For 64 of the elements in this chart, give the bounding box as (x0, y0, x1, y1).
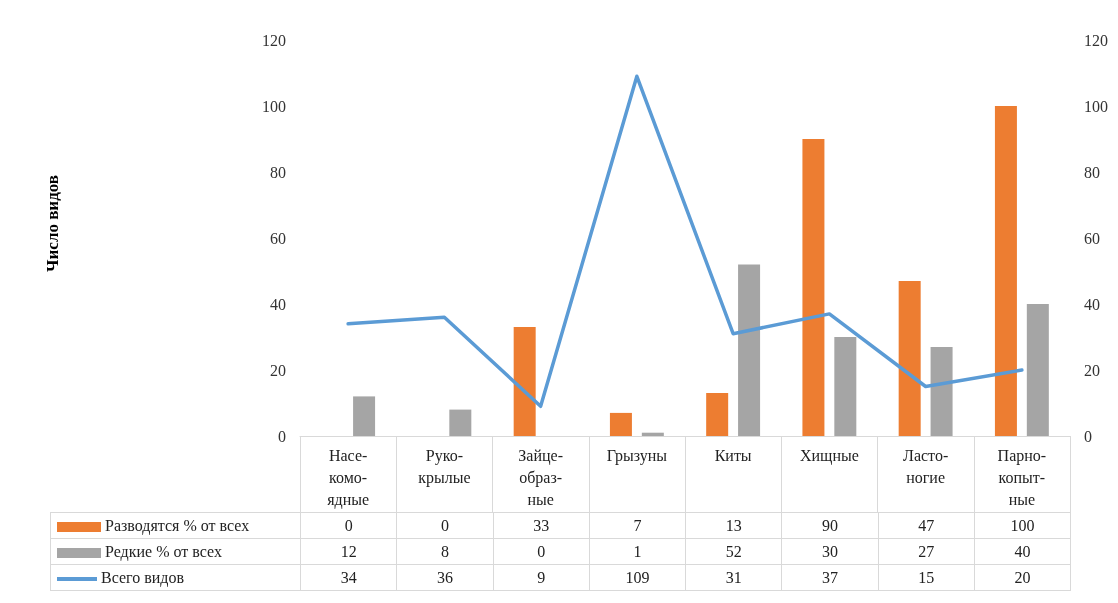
data-label: 27 (878, 538, 975, 565)
x-tick-label: Насе- комо- ядные (327, 446, 370, 509)
data-label: 33 (493, 512, 590, 539)
data-label: 100 (974, 512, 1071, 539)
bar (738, 264, 761, 436)
y-tick-label: 20 (270, 361, 286, 379)
data-label: 34 (300, 564, 397, 591)
x-tick-label: Парно- копыт- ные (997, 446, 1047, 508)
bar (1026, 304, 1049, 436)
data-label: 0 (300, 512, 397, 539)
y-tick-label: 40 (270, 295, 286, 313)
data-label: 47 (878, 512, 975, 539)
bar (641, 432, 664, 436)
data-label: 109 (589, 564, 686, 591)
bar (834, 337, 857, 436)
x-tick-label: Хищные (799, 446, 859, 465)
data-label: 52 (685, 538, 782, 565)
y-tick-label: 100 (262, 97, 286, 115)
y2-tick-label: 120 (1084, 31, 1108, 49)
data-label: 20 (974, 564, 1071, 591)
x-tick-label: Грызуны (606, 446, 668, 465)
data-label: 8 (396, 538, 493, 565)
y-tick-label: 120 (262, 31, 286, 49)
data-label: 40 (974, 538, 1071, 565)
data-label: 12 (300, 538, 397, 565)
bar (449, 409, 472, 436)
data-label: 0 (396, 512, 493, 539)
bar (513, 327, 536, 436)
legend-label: Редкие % от всех (50, 538, 301, 565)
bar (353, 396, 376, 436)
line-series (346, 74, 1024, 409)
y2-tick-label: 40 (1084, 295, 1100, 313)
data-label: 90 (781, 512, 878, 539)
y2-tick-label: 80 (1084, 163, 1100, 181)
y-tick-label: 80 (270, 163, 286, 181)
legend-label: Разводятся % от всех (50, 512, 301, 539)
bar (898, 280, 921, 436)
data-label: 15 (878, 564, 975, 591)
y2-tick-label: 100 (1084, 97, 1108, 115)
y-tick-label: 60 (270, 229, 286, 247)
data-label: 31 (685, 564, 782, 591)
data-label: 0 (493, 538, 590, 565)
bar (609, 412, 632, 436)
data-label: 1 (589, 538, 686, 565)
bar (802, 139, 825, 436)
y2-tick-label: 0 (1084, 427, 1092, 445)
data-label: 7 (589, 512, 686, 539)
text: Число видов (43, 175, 62, 272)
data-label: 13 (685, 512, 782, 539)
y2-tick-label: 60 (1084, 229, 1100, 247)
x-tick-label: Зайце- образ- ные (518, 446, 563, 508)
data-label: 37 (781, 564, 878, 591)
data-label: 36 (396, 564, 493, 591)
y2-tick-label: 20 (1084, 361, 1100, 379)
data-label: 9 (493, 564, 590, 591)
data-label: 30 (781, 538, 878, 565)
y-tick-label: 0 (278, 427, 286, 445)
bar (930, 346, 953, 436)
bar (994, 106, 1017, 436)
bar (706, 393, 729, 436)
x-tick-label: Киты (714, 446, 752, 464)
x-tick-label: Руко- крылые (418, 446, 471, 487)
x-tick-label: Ласто- ногие (903, 446, 949, 486)
legend-label: Всего видов (50, 564, 301, 591)
